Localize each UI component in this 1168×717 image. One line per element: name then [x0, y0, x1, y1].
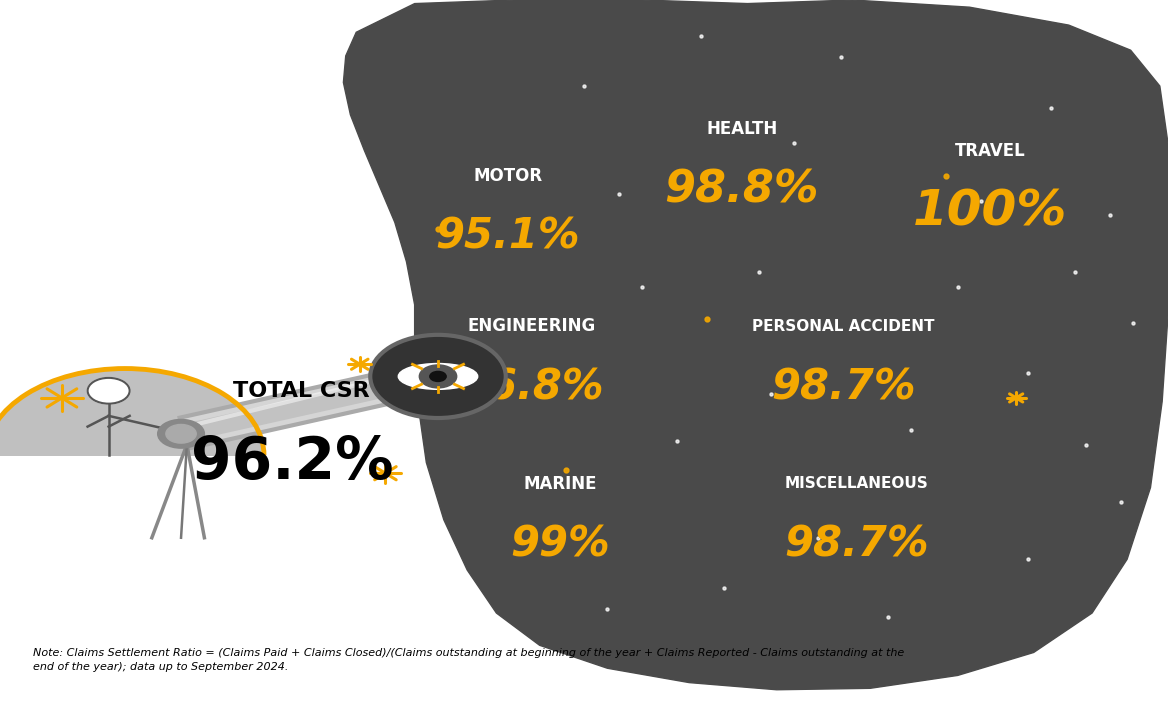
- Circle shape: [158, 419, 204, 448]
- Text: MARINE: MARINE: [524, 475, 597, 493]
- Text: TOTAL CSR: TOTAL CSR: [234, 381, 369, 401]
- Text: 98.7%: 98.7%: [784, 524, 929, 566]
- Text: MISCELLANEOUS: MISCELLANEOUS: [784, 477, 929, 491]
- Text: 95.1%: 95.1%: [436, 216, 580, 257]
- Text: Note: Claims Settlement Ratio = (Claims Paid + Claims Closed)/(Claims outstandin: Note: Claims Settlement Ratio = (Claims …: [33, 647, 904, 672]
- Ellipse shape: [398, 364, 478, 389]
- Text: 100%: 100%: [913, 188, 1068, 235]
- Polygon shape: [343, 0, 1168, 690]
- Circle shape: [419, 365, 457, 388]
- Text: 98.7%: 98.7%: [771, 366, 916, 408]
- Text: MOTOR: MOTOR: [473, 166, 543, 185]
- Circle shape: [370, 335, 506, 418]
- Text: 96.2%: 96.2%: [190, 434, 394, 491]
- Circle shape: [88, 378, 130, 404]
- Text: ENGINEERING: ENGINEERING: [467, 317, 596, 336]
- Text: HEALTH: HEALTH: [705, 120, 778, 138]
- Text: 96.8%: 96.8%: [459, 366, 604, 408]
- Text: TRAVEL: TRAVEL: [955, 141, 1026, 160]
- Text: PERSONAL ACCIDENT: PERSONAL ACCIDENT: [752, 319, 934, 333]
- Circle shape: [430, 371, 446, 381]
- Text: 99%: 99%: [510, 524, 611, 566]
- Wedge shape: [0, 371, 263, 455]
- Text: 98.8%: 98.8%: [665, 168, 819, 212]
- Circle shape: [166, 424, 196, 443]
